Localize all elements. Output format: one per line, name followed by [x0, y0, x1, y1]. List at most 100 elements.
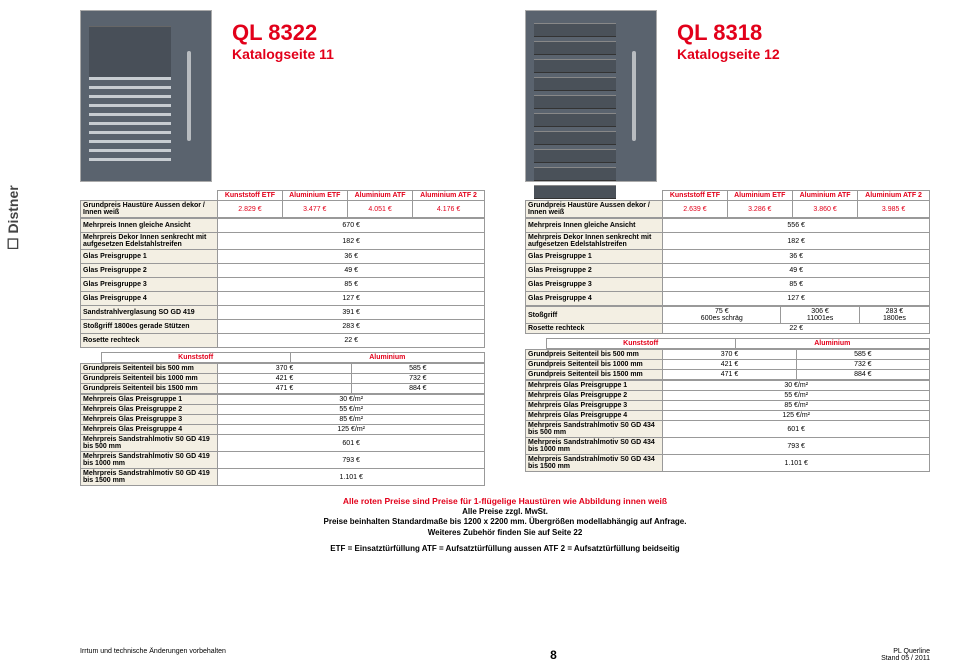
row-label: Grundpreis Seitenteil bis 1000 mm: [81, 374, 218, 384]
price-cell: 556 €: [663, 219, 930, 233]
door-image-right: [525, 10, 657, 182]
row-label: Mehrpreis Glas Preisgruppe 3: [81, 415, 218, 425]
row-label: Mehrpreis Glas Preisgruppe 1: [81, 395, 218, 405]
col-hdr: Kunststoff: [101, 353, 290, 363]
price-cell: 306 € 11001es: [781, 307, 860, 324]
row-label: Mehrpreis Glas Preisgruppe 2: [81, 405, 218, 415]
footer-line: Weiteres Zubehör finden Sie auf Seite 22: [80, 528, 930, 538]
footer-line: ETF = Einsatztürfüllung ATF = Aufsatztür…: [80, 544, 930, 554]
row-label: Mehrpreis Sandstrahlmotiv S0 GD 419 bis …: [81, 452, 218, 469]
col-hdr: Kunststoff ETF: [218, 191, 282, 201]
row-label: Mehrpreis Glas Preisgruppe 4: [526, 411, 663, 421]
price-cell: 601 €: [663, 421, 930, 438]
sidebar: ☐ Distner: [0, 0, 30, 670]
price-cell: 793 €: [663, 438, 930, 455]
price-cell: 601 €: [218, 435, 485, 452]
row-label: Mehrpreis Glas Preisgruppe 2: [526, 391, 663, 401]
row-label: Grundpreis Seitenteil bis 500 mm: [81, 364, 218, 374]
row-label: Grundpreis Seitenteil bis 1500 mm: [526, 370, 663, 380]
row-label: Glas Preisgruppe 4: [81, 292, 218, 306]
door-image-left: [80, 10, 212, 182]
price-table-right: Kunststoff ETF Aluminium ETF Aluminium A…: [525, 190, 930, 486]
price-cell: 884 €: [796, 370, 929, 380]
row-label: Glas Preisgruppe 1: [81, 250, 218, 264]
price-cell: 85 €/m²: [663, 401, 930, 411]
row-label: Mehrpreis Sandstrahlmotiv S0 GD 434 bis …: [526, 438, 663, 455]
col-hdr: Aluminium ATF: [793, 191, 858, 201]
price-cell: 585 €: [796, 350, 929, 360]
col-hdr: Aluminium ATF 2: [413, 191, 485, 201]
price-cell: 85 €: [663, 278, 930, 292]
price-cell: 1.101 €: [663, 455, 930, 472]
price-cell: 2.829 €: [218, 201, 282, 218]
col-hdr: Kunststoff: [546, 339, 735, 349]
price-cell: 4.176 €: [413, 201, 485, 218]
price-cell: 182 €: [218, 233, 485, 250]
price-cell: 391 €: [218, 306, 485, 320]
row-label: Stoßgriff: [526, 307, 663, 324]
page-footer: Irrtum und technische Änderungen vorbeha…: [80, 648, 930, 662]
row-label: Mehrpreis Dekor Innen senkrecht mit aufg…: [81, 233, 218, 250]
row-label: Mehrpreis Glas Preisgruppe 1: [526, 381, 663, 391]
price-cell: 471 €: [663, 370, 796, 380]
row-label: Glas Preisgruppe 3: [526, 278, 663, 292]
price-cell: 3.985 €: [858, 201, 930, 218]
price-cell: 22 €: [218, 334, 485, 348]
price-cell: 125 €/m²: [663, 411, 930, 421]
row-label: Mehrpreis Glas Preisgruppe 4: [81, 425, 218, 435]
brand-logo: ☐ Distner: [5, 185, 22, 250]
row-label: Sandstrahlverglasung SO GD 419: [81, 306, 218, 320]
price-cell: 1.101 €: [218, 469, 485, 486]
col-hdr: Aluminium: [290, 353, 484, 363]
price-cell: 22 €: [663, 324, 930, 334]
price-cell: 49 €: [663, 264, 930, 278]
price-cell: 55 €/m²: [218, 405, 485, 415]
price-cell: 127 €: [218, 292, 485, 306]
price-cell: 85 €/m²: [218, 415, 485, 425]
row-label: Grundpreis Haustüre Aussen dekor / Innen…: [81, 201, 218, 218]
price-cell: 471 €: [218, 384, 351, 394]
price-cell: 370 €: [218, 364, 351, 374]
row-label: Glas Preisgruppe 2: [81, 264, 218, 278]
price-cell: 36 €: [218, 250, 485, 264]
price-cell: 4.051 €: [348, 201, 413, 218]
footer-red: Alle roten Preise sind Preise für 1-flüg…: [80, 496, 930, 507]
model-left: QL 8322: [232, 20, 334, 46]
col-hdr: Aluminium: [735, 339, 929, 349]
row-label: Rosette rechteck: [81, 334, 218, 348]
disclaimer: Irrtum und technische Änderungen vorbeha…: [80, 648, 226, 662]
col-hdr: Aluminium ETF: [282, 191, 348, 201]
price-cell: 182 €: [663, 233, 930, 250]
row-label: Glas Preisgruppe 2: [526, 264, 663, 278]
product-left: QL 8322 Katalogseite 11: [80, 10, 485, 182]
price-cell: 2.639 €: [663, 201, 727, 218]
row-label: Mehrpreis Sandstrahlmotiv S0 GD 419 bis …: [81, 435, 218, 452]
price-cell: 732 €: [796, 360, 929, 370]
price-cell: 421 €: [663, 360, 796, 370]
row-label: Mehrpreis Innen gleiche Ansicht: [526, 219, 663, 233]
footer-line: Alle Preise zzgl. MwSt.: [80, 507, 930, 517]
col-hdr: Aluminium ATF: [348, 191, 413, 201]
price-cell: 75 € 600es schräg: [663, 307, 781, 324]
row-label: Glas Preisgruppe 1: [526, 250, 663, 264]
row-label: Glas Preisgruppe 4: [526, 292, 663, 306]
row-label: Grundpreis Seitenteil bis 1500 mm: [81, 384, 218, 394]
price-cell: 55 €/m²: [663, 391, 930, 401]
doc-ref: PL Querline: [893, 648, 930, 655]
price-table-left: Kunststoff ETF Aluminium ETF Aluminium A…: [80, 190, 485, 486]
row-label: Grundpreis Seitenteil bis 500 mm: [526, 350, 663, 360]
price-cell: 283 € 1800es: [859, 307, 929, 324]
col-hdr: Kunststoff ETF: [663, 191, 727, 201]
price-cell: 884 €: [351, 384, 484, 394]
catalog-left: Katalogseite 11: [232, 46, 334, 62]
price-cell: 421 €: [218, 374, 351, 384]
page-number: 8: [550, 648, 557, 662]
price-cell: 36 €: [663, 250, 930, 264]
price-cell: 370 €: [663, 350, 796, 360]
price-cell: 30 €/m²: [218, 395, 485, 405]
catalog-right: Katalogseite 12: [677, 46, 780, 62]
row-label: Stoßgriff 1800es gerade Stützen: [81, 320, 218, 334]
price-cell: 670 €: [218, 219, 485, 233]
footer-notes: Alle roten Preise sind Preise für 1-flüg…: [80, 496, 930, 555]
price-cell: 585 €: [351, 364, 484, 374]
